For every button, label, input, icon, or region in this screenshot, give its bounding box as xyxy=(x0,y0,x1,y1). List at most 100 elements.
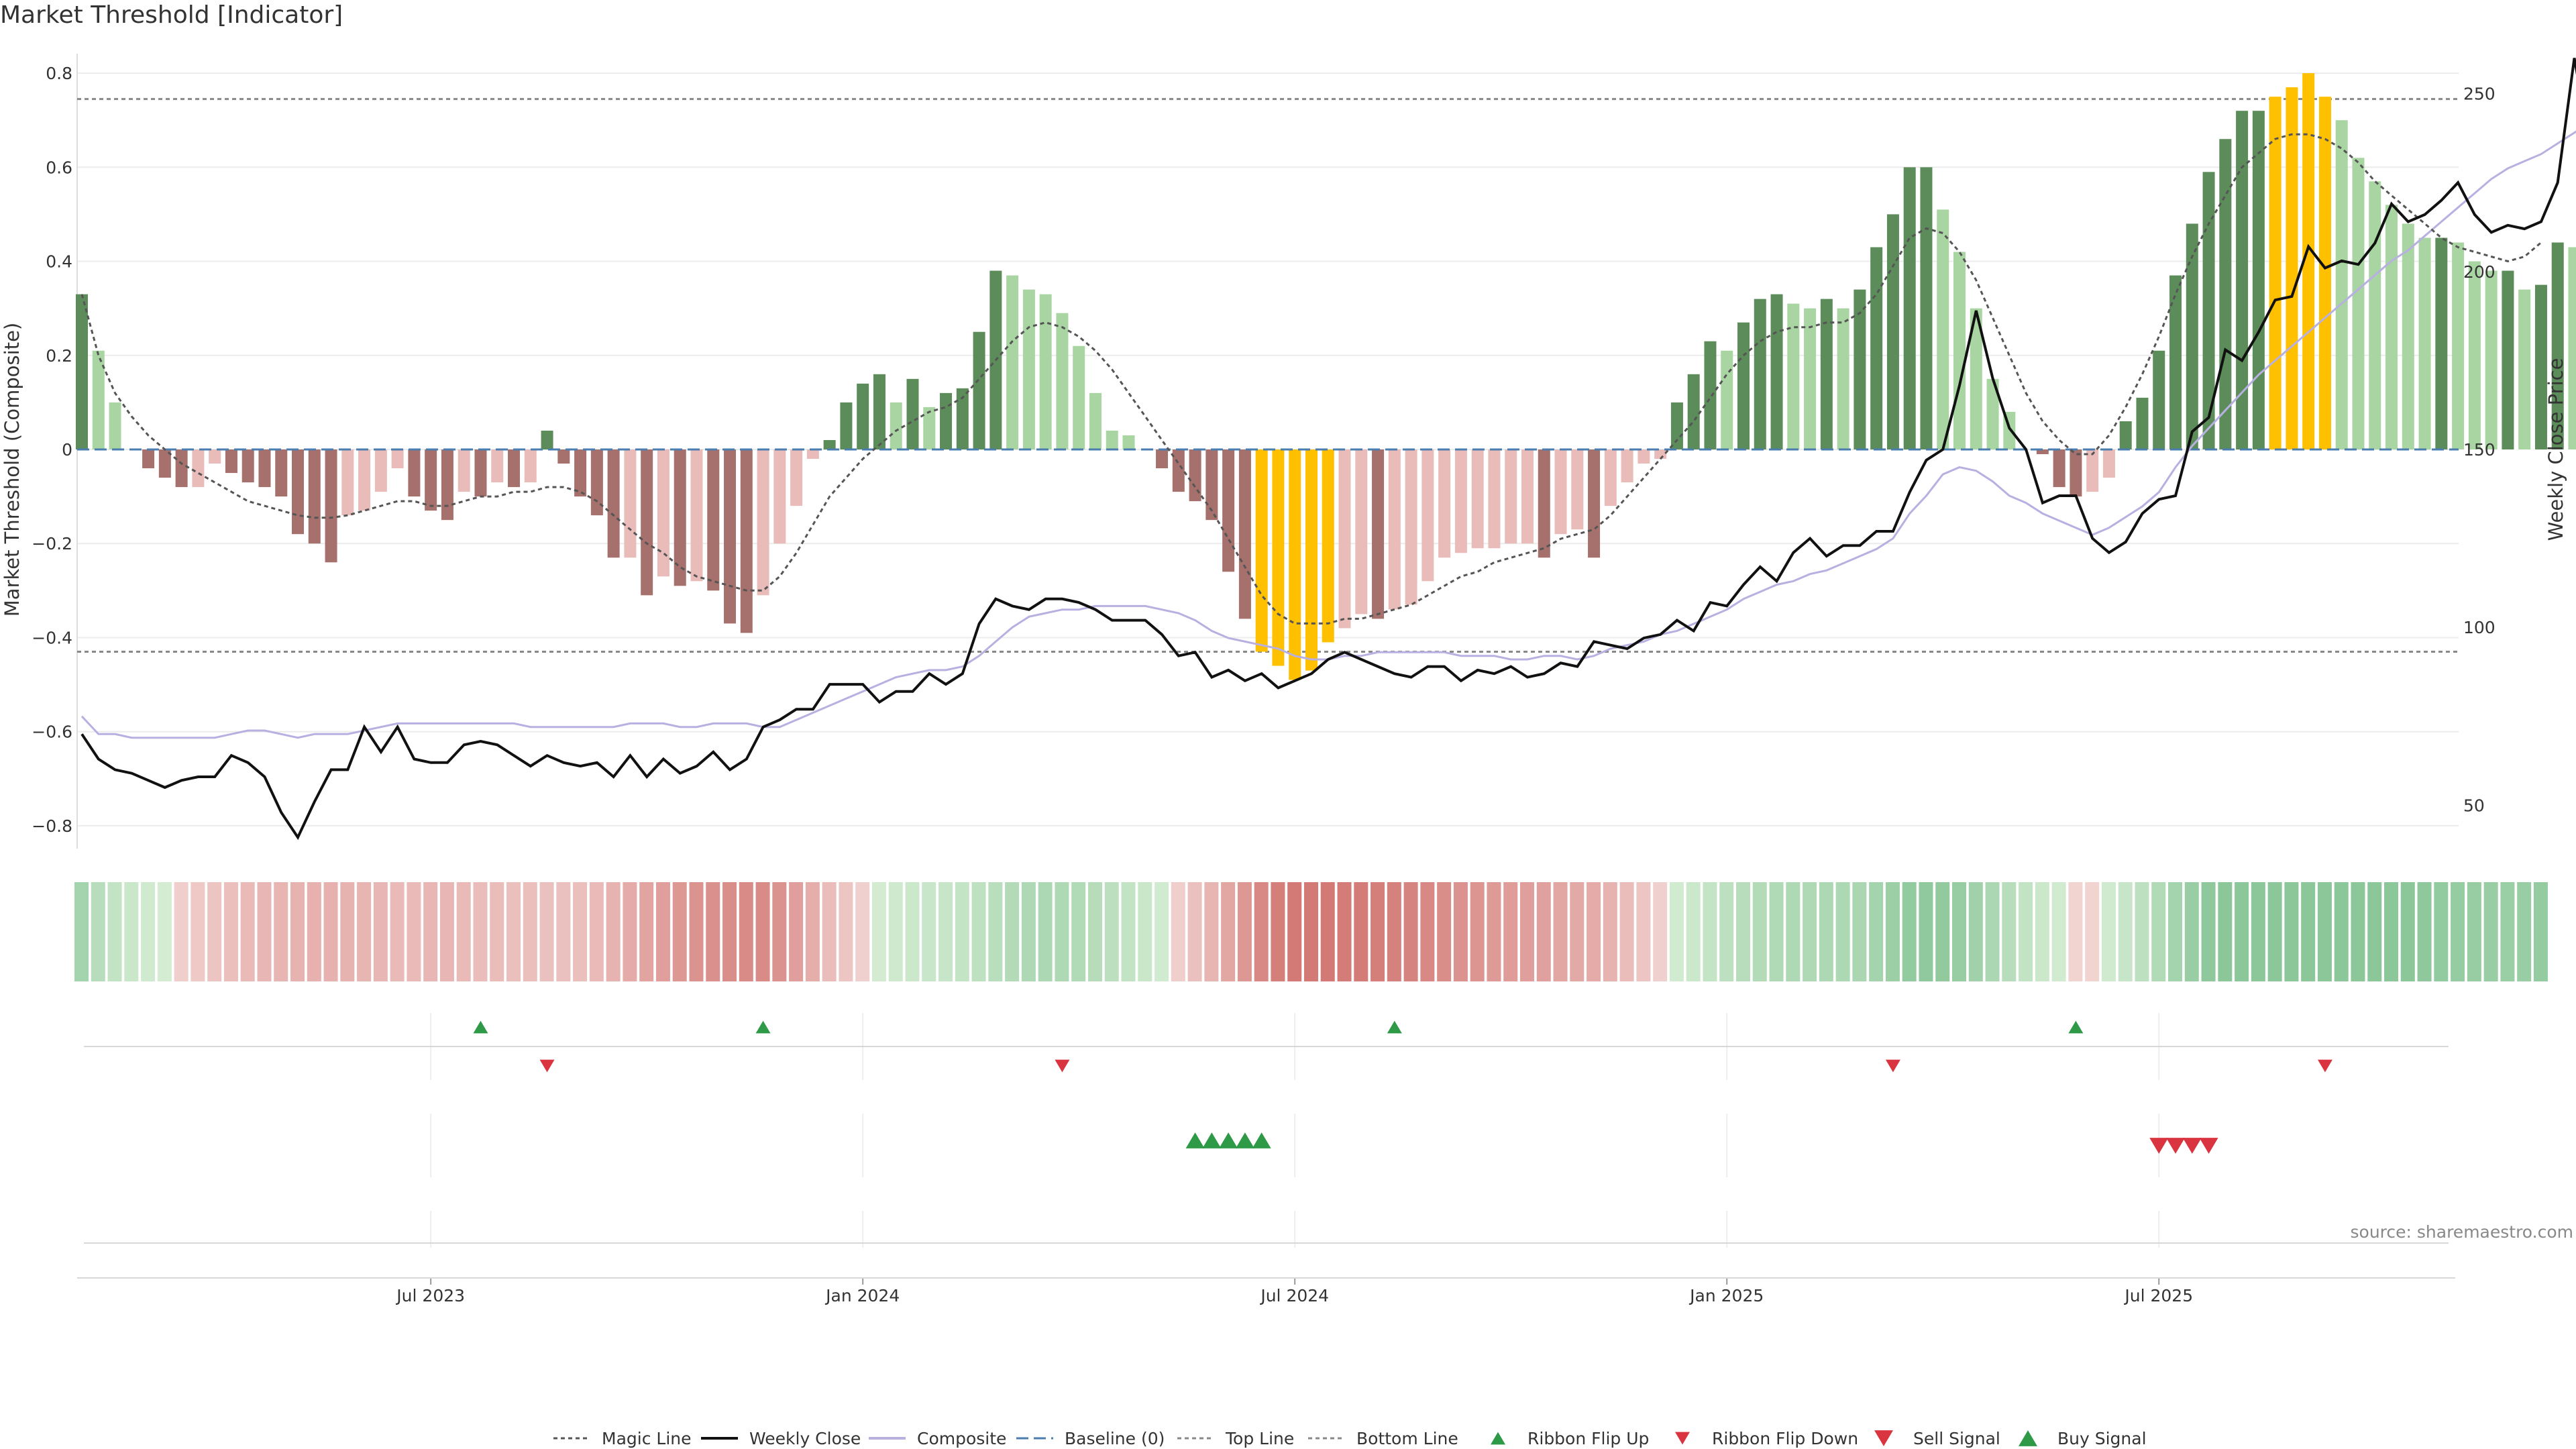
composite-bar xyxy=(773,449,786,544)
composite-bar xyxy=(1006,275,1019,449)
ribbon-cell xyxy=(1603,882,1617,981)
x-tick-label: Jul 2024 xyxy=(1259,1286,1329,1305)
ribbon-cell xyxy=(1786,882,1801,981)
ribbon-cell xyxy=(1952,882,1967,981)
composite-bar xyxy=(225,449,237,474)
ribbon-cell xyxy=(523,882,537,981)
ribbon-cell xyxy=(2451,882,2465,981)
composite-bar xyxy=(1405,449,1417,605)
ribbon-cell xyxy=(2301,882,2316,981)
ribbon-cell xyxy=(1187,882,1202,981)
ribbon-cell xyxy=(2367,882,2382,981)
composite-bar xyxy=(1754,299,1766,449)
ribbon-cell xyxy=(1155,882,1169,981)
composite-bar xyxy=(1388,449,1401,610)
ribbon-cell xyxy=(1138,882,1152,981)
ribbon-flip-down-marker xyxy=(1885,1059,1900,1073)
ribbon-cell xyxy=(2218,882,2233,981)
composite-bar xyxy=(1571,449,1584,530)
composite-bar xyxy=(1538,449,1550,558)
ribbon-cell xyxy=(1171,882,1185,981)
composite-bar xyxy=(358,449,371,511)
composite-bar xyxy=(857,383,869,449)
ribbon-cell xyxy=(789,882,804,981)
composite-bar xyxy=(2136,397,2149,449)
y-tick-right: 100 xyxy=(2463,618,2496,637)
ribbon-cell xyxy=(1104,882,1119,981)
composite-bar xyxy=(2153,350,2165,449)
composite-bar xyxy=(275,449,288,497)
ribbon-cell xyxy=(971,882,986,981)
composite-bar xyxy=(2236,111,2249,449)
ribbon-cell xyxy=(2085,882,2100,981)
ribbon-cell xyxy=(2235,882,2249,981)
composite-bar xyxy=(840,402,853,449)
ribbon-cell xyxy=(107,882,122,981)
ribbon-cell xyxy=(2151,882,2166,981)
ribbon-cell xyxy=(706,882,720,981)
ribbon-cell xyxy=(1403,882,1418,981)
composite-bar xyxy=(724,449,737,624)
y-tick-left: −0.4 xyxy=(32,628,72,647)
composite-bar xyxy=(2286,87,2298,450)
legend-item-label: Weekly Close xyxy=(749,1429,861,1448)
composite-bar xyxy=(1886,214,1899,449)
ribbon-cell xyxy=(1121,882,1136,981)
y-axis-label-left: Market Threshold (Composite) xyxy=(1,323,23,616)
chart-title: Market Threshold [Indicator] xyxy=(0,1,343,29)
composite-bar xyxy=(806,449,819,460)
composite-bar xyxy=(1355,449,1368,614)
ribbon-cell xyxy=(323,882,338,981)
composite-bar xyxy=(1255,449,1268,652)
ribbon-strip xyxy=(74,882,2548,981)
ribbon-cell xyxy=(1985,882,2000,981)
ribbon-cell xyxy=(1038,882,1053,981)
ribbon-cell xyxy=(506,882,521,981)
ribbon-cell xyxy=(2434,882,2449,981)
buy-signal-marker xyxy=(1219,1132,1238,1148)
composite-bar xyxy=(1471,449,1484,549)
ribbon-cell xyxy=(1337,882,1352,981)
composite-bar xyxy=(1222,449,1235,572)
composite-bar xyxy=(175,449,188,488)
composite-bar xyxy=(690,449,703,582)
ribbon-cell xyxy=(2384,882,2399,981)
composite-bar xyxy=(757,449,769,596)
composite-bar xyxy=(109,402,121,449)
ribbon-cell xyxy=(1354,882,1368,981)
ribbon-cell xyxy=(207,882,222,981)
ribbon-cell xyxy=(2284,882,2299,981)
sell-signal-marker xyxy=(2166,1138,2186,1154)
composite-bar xyxy=(1056,313,1069,449)
ribbon-cell xyxy=(938,882,953,981)
ribbon-flip-down-marker xyxy=(1055,1059,1070,1073)
ribbon-cell xyxy=(240,882,255,981)
ribbon-cell xyxy=(1055,882,1069,981)
ribbon-cell xyxy=(407,882,421,981)
ribbon-cell xyxy=(2068,882,2083,981)
composite-bar xyxy=(1421,449,1434,582)
composite-bar xyxy=(2352,158,2365,449)
ribbon-cell xyxy=(755,882,770,981)
legend-item-label: Baseline (0) xyxy=(1065,1429,1165,1448)
ribbon-flip-down-marker xyxy=(2317,1059,2332,1073)
composite-bar xyxy=(707,449,720,591)
composite-bar xyxy=(524,449,537,483)
x-axis: Jul 2023 Jan 2024 Jul 2024 Jan 2025 Jul 2025 xyxy=(77,1277,2455,1305)
composite-bar xyxy=(425,449,437,511)
ribbon-cell xyxy=(2417,882,2432,981)
ribbon-cell xyxy=(274,882,288,981)
ribbon-cell xyxy=(639,882,654,981)
composite-bar xyxy=(823,439,836,449)
composite-bar xyxy=(1903,167,1916,449)
weekly-close-line xyxy=(80,58,2576,841)
ribbon-cell xyxy=(1869,882,1884,981)
composite-bar xyxy=(1604,449,1617,506)
ribbon-cell xyxy=(91,882,105,981)
composite-bar xyxy=(1272,449,1285,666)
ribbon-cell xyxy=(1221,882,1236,981)
composite-bar xyxy=(740,449,753,633)
ribbon-cell xyxy=(1587,882,1601,981)
ribbon-cell xyxy=(1437,882,1452,981)
